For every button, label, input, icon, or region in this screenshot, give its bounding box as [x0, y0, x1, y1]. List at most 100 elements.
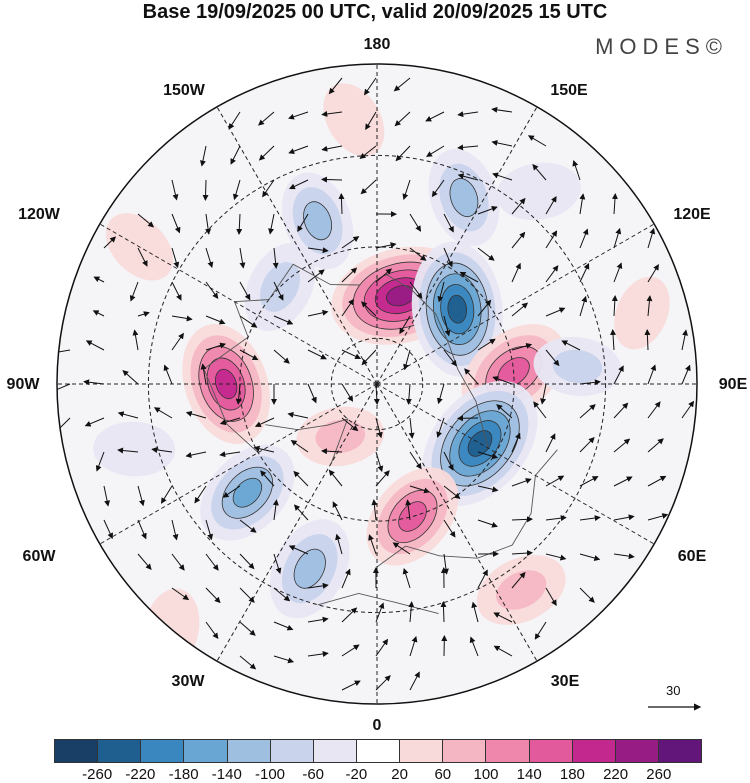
wind-arrow	[307, 309, 329, 317]
lon-label-30w: 30W	[171, 673, 205, 690]
wind-arrow	[307, 616, 329, 623]
wind-arrow	[613, 553, 635, 560]
colorbar-tick-label: 140	[516, 766, 542, 783]
wind-arrow	[511, 197, 526, 215]
wind-arrow	[561, 340, 581, 351]
wind-arrow	[579, 404, 596, 419]
colorbar-box	[141, 740, 185, 762]
wind-arrow	[647, 438, 664, 453]
wind-arrow	[681, 329, 688, 351]
wind-arrow	[307, 269, 325, 283]
wind-arrow	[341, 298, 354, 317]
wind-arrow	[511, 342, 533, 351]
wind-arrow	[321, 176, 343, 183]
wind-arrow	[236, 213, 243, 235]
coastline	[386, 274, 489, 449]
wind-arrow	[477, 206, 498, 215]
wind-arrow	[613, 262, 623, 283]
anomaly-center	[366, 467, 459, 566]
wind-arrow	[459, 271, 479, 283]
wind-arrow	[443, 213, 454, 233]
anomaly-contour	[323, 83, 385, 157]
wind-arrow	[194, 485, 207, 504]
wind-arrow	[171, 213, 181, 234]
wind-arrow	[457, 144, 479, 151]
wind-arrow	[185, 410, 207, 419]
wind-arrow	[117, 447, 139, 454]
wind-arrow	[205, 587, 221, 604]
lon-label-60w: 60W	[22, 548, 56, 565]
wind-arrow	[163, 364, 173, 385]
wind-arrow	[103, 485, 111, 507]
wind-arrow	[272, 499, 279, 521]
wind-arrow	[205, 553, 219, 571]
colorbar-box	[270, 740, 314, 762]
wind-arrow	[579, 587, 595, 603]
colorbar-tick-label: 180	[559, 766, 585, 783]
wind-arrow	[532, 164, 547, 181]
wind-arrow	[219, 451, 241, 458]
anomaly-contour	[449, 178, 479, 218]
wind-arrow	[375, 638, 389, 657]
wind-arrow	[527, 135, 547, 147]
wind-arrow	[122, 370, 139, 385]
wind-arrow	[335, 533, 343, 555]
colorbar-box	[184, 740, 228, 762]
wind-arrow	[469, 636, 479, 657]
wind-arrow	[268, 213, 275, 235]
wind-arrow	[395, 145, 411, 162]
wind-arrow	[103, 236, 117, 249]
modes-logo: MODES©	[595, 34, 728, 59]
wind-arrow	[409, 671, 420, 691]
meridian-line	[99, 223, 378, 385]
wind-arrow	[360, 179, 377, 195]
colorbar-box	[400, 740, 444, 762]
colorbar-box	[443, 740, 487, 762]
wind-arrow	[361, 349, 377, 366]
wind-arrow	[545, 515, 567, 522]
lon-label-60e: 60E	[677, 548, 707, 565]
wind-arrow	[477, 569, 488, 589]
wind-arrow	[545, 475, 565, 487]
colorbar-box	[227, 740, 271, 762]
wind-arrow	[92, 310, 105, 317]
wind-arrow	[200, 363, 207, 385]
anomaly-contour	[552, 349, 603, 384]
anomaly-contour	[293, 548, 326, 589]
wind-arrow	[579, 262, 590, 283]
wind-arrow	[409, 485, 431, 494]
wind-arrow	[332, 501, 343, 521]
wind-arrow	[341, 383, 354, 402]
coastline	[317, 593, 439, 615]
colorbar-box	[572, 740, 616, 762]
wind-arrow	[611, 193, 618, 215]
wind-arrow	[260, 470, 275, 487]
wind-arrow	[464, 368, 479, 385]
wind-arrow	[647, 401, 661, 419]
colorbar-tick-label: 220	[603, 766, 629, 783]
wind-arrow	[471, 601, 479, 623]
wind-arrow	[171, 179, 179, 201]
wind-arrow	[129, 281, 139, 302]
wind-arrow	[545, 307, 566, 317]
colorbar-tick-label: -180	[168, 766, 199, 783]
wind-arrow	[360, 301, 377, 317]
wind-arrow	[436, 383, 445, 405]
wind-arrow	[545, 433, 556, 453]
wind-arrow	[293, 470, 309, 487]
wind-arrow	[579, 436, 595, 453]
wind-arrow	[579, 553, 601, 561]
wind-arrow	[511, 478, 532, 487]
lon-label-120e: 120E	[673, 206, 711, 223]
graticule	[57, 64, 697, 704]
wind-arrow	[644, 329, 651, 351]
wind-arrow	[394, 111, 411, 127]
wind-arrow	[228, 111, 241, 130]
wind-arrow	[579, 379, 601, 386]
wind-arrow	[457, 173, 479, 181]
wind-arrow	[431, 179, 445, 198]
wind-arrow	[222, 485, 241, 498]
wind-arrow	[258, 145, 275, 161]
wind-arrow	[205, 247, 214, 269]
